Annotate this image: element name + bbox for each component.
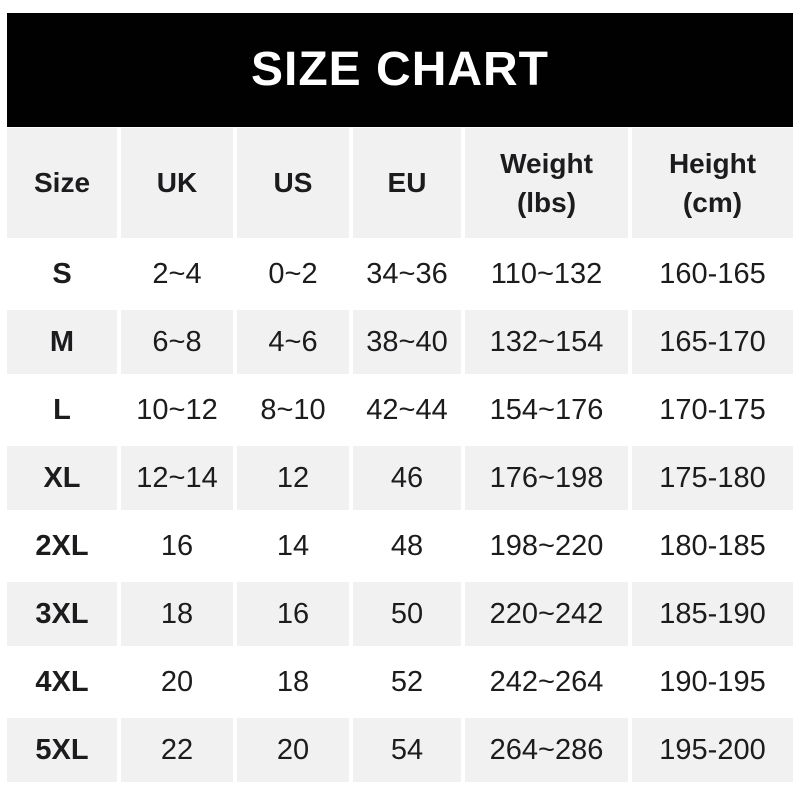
cell-xl-weight: 176~198 xyxy=(465,446,628,510)
cell-l-height: 170-175 xyxy=(632,378,793,442)
cell-l-us: 8~10 xyxy=(237,378,349,442)
cell-3xl-height: 185-190 xyxy=(632,582,793,646)
cell-xl-height: 175-180 xyxy=(632,446,793,510)
size-chart-banner: SIZE CHART xyxy=(7,13,793,127)
cell-4xl-size: 4XL xyxy=(7,650,117,714)
cell-4xl-eu: 52 xyxy=(353,650,461,714)
cell-2xl-size: 2XL xyxy=(7,514,117,578)
cell-m-weight: 132~154 xyxy=(465,310,628,374)
cell-xl-eu: 46 xyxy=(353,446,461,510)
cell-5xl-height: 195-200 xyxy=(632,718,793,782)
cell-4xl-weight: 242~264 xyxy=(465,650,628,714)
cell-2xl-eu: 48 xyxy=(353,514,461,578)
cell-m-eu: 38~40 xyxy=(353,310,461,374)
cell-3xl-size: 3XL xyxy=(7,582,117,646)
cell-xl-us: 12 xyxy=(237,446,349,510)
column-header-uk: UK xyxy=(121,128,233,238)
cell-m-uk: 6~8 xyxy=(121,310,233,374)
cell-2xl-height: 180-185 xyxy=(632,514,793,578)
cell-xl-uk: 12~14 xyxy=(121,446,233,510)
cell-5xl-eu: 54 xyxy=(353,718,461,782)
cell-3xl-uk: 18 xyxy=(121,582,233,646)
cell-3xl-eu: 50 xyxy=(353,582,461,646)
cell-2xl-weight: 198~220 xyxy=(465,514,628,578)
column-header-us: US xyxy=(237,128,349,238)
cell-5xl-uk: 22 xyxy=(121,718,233,782)
cell-4xl-us: 18 xyxy=(237,650,349,714)
page-title: SIZE CHART xyxy=(251,43,549,96)
column-header-weight: Weight (lbs) xyxy=(465,128,628,238)
size-table: Size UK US EU Weight (lbs) Height (cm) S… xyxy=(7,128,793,782)
cell-5xl-us: 20 xyxy=(237,718,349,782)
cell-4xl-height: 190-195 xyxy=(632,650,793,714)
cell-l-uk: 10~12 xyxy=(121,378,233,442)
column-header-height: Height (cm) xyxy=(632,128,793,238)
cell-m-us: 4~6 xyxy=(237,310,349,374)
cell-l-eu: 42~44 xyxy=(353,378,461,442)
column-header-size: Size xyxy=(7,128,117,238)
cell-l-weight: 154~176 xyxy=(465,378,628,442)
cell-5xl-size: 5XL xyxy=(7,718,117,782)
cell-m-size: M xyxy=(7,310,117,374)
cell-5xl-weight: 264~286 xyxy=(465,718,628,782)
cell-m-height: 165-170 xyxy=(632,310,793,374)
cell-s-us: 0~2 xyxy=(237,242,349,306)
cell-xl-size: XL xyxy=(7,446,117,510)
cell-s-weight: 110~132 xyxy=(465,242,628,306)
cell-s-uk: 2~4 xyxy=(121,242,233,306)
cell-4xl-uk: 20 xyxy=(121,650,233,714)
cell-l-size: L xyxy=(7,378,117,442)
cell-2xl-us: 14 xyxy=(237,514,349,578)
cell-s-size: S xyxy=(7,242,117,306)
cell-s-eu: 34~36 xyxy=(353,242,461,306)
column-header-eu: EU xyxy=(353,128,461,238)
cell-3xl-us: 16 xyxy=(237,582,349,646)
cell-3xl-weight: 220~242 xyxy=(465,582,628,646)
cell-s-height: 160-165 xyxy=(632,242,793,306)
cell-2xl-uk: 16 xyxy=(121,514,233,578)
